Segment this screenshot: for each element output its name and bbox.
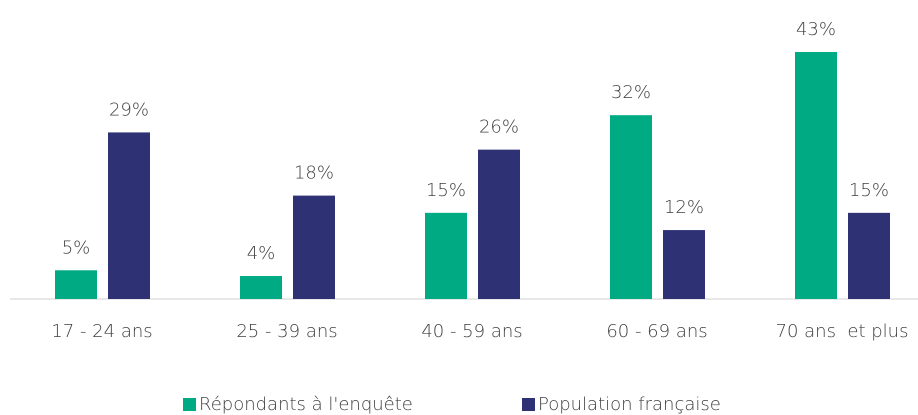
bar (478, 149, 520, 299)
legend-label: Répondants à l'enquête (199, 394, 413, 415)
bar (55, 270, 97, 299)
bar (795, 52, 837, 299)
data-label: 18% (294, 163, 334, 184)
x-tick-label: 60 - 69 ans (606, 321, 707, 342)
x-tick-label: 70 ans et plus (776, 321, 909, 342)
legend-swatch (522, 398, 535, 411)
legend-swatch (183, 398, 196, 411)
bar (848, 212, 890, 299)
data-label: 43% (796, 19, 836, 40)
bar (663, 230, 705, 299)
legend-label: Population française (538, 394, 721, 415)
data-label: 15% (849, 180, 889, 201)
bar (610, 115, 652, 300)
x-tick-label: 25 - 39 ans (236, 321, 337, 342)
data-label: 5% (62, 237, 91, 258)
x-tick-label: 40 - 59 ans (421, 321, 522, 342)
x-tick-label: 17 - 24 ans (51, 321, 152, 342)
data-label: 12% (664, 197, 704, 218)
bar (108, 132, 150, 299)
bar (293, 195, 335, 299)
data-label: 32% (611, 82, 651, 103)
bar (240, 276, 282, 299)
data-label: 15% (426, 180, 466, 201)
data-label: 4% (247, 243, 276, 264)
data-label: 29% (109, 99, 149, 120)
data-label: 26% (479, 117, 519, 138)
bar (425, 212, 467, 299)
